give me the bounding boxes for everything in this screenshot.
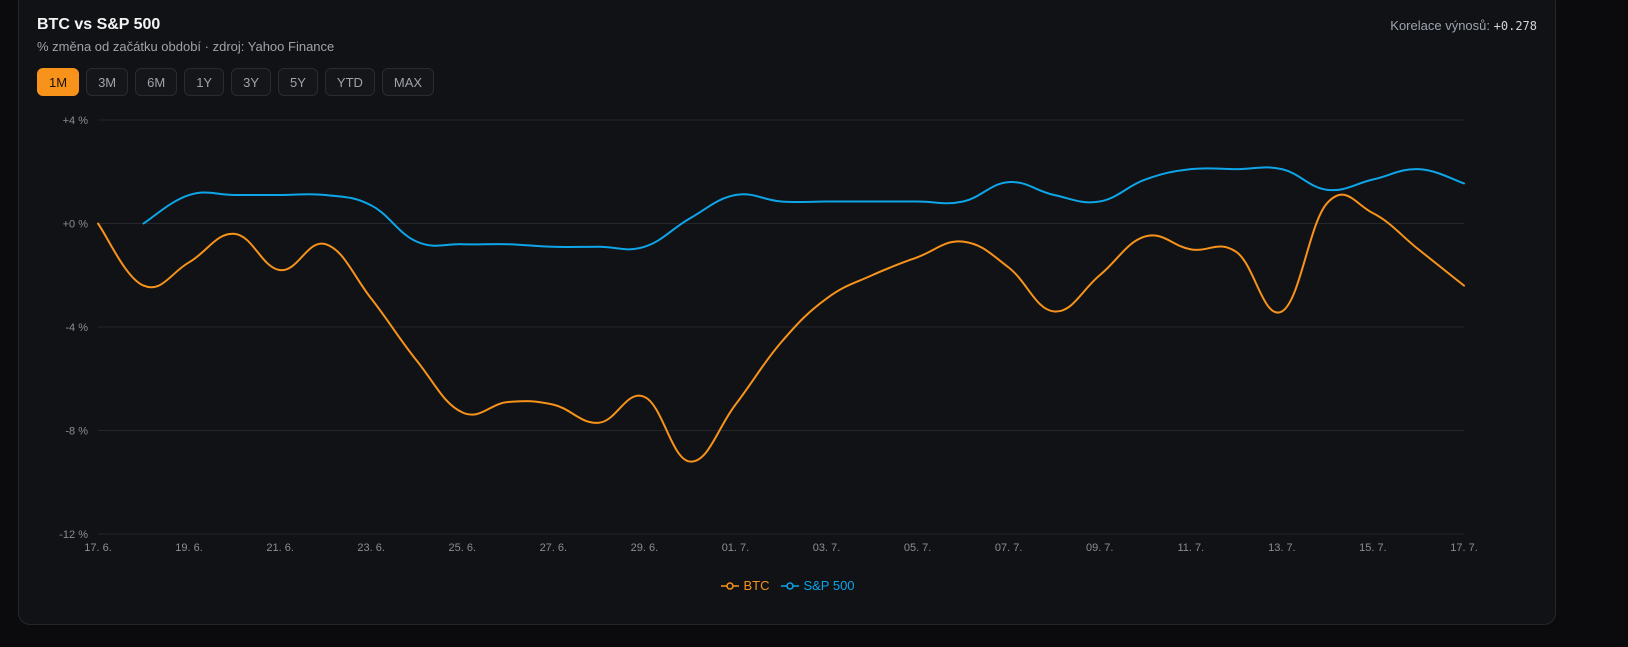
range-button-max[interactable]: MAX bbox=[381, 68, 435, 96]
x-tick-label: 23. 6. bbox=[357, 542, 385, 554]
x-tick-label: 03. 7. bbox=[813, 542, 841, 554]
chart-subtitle: % změna od začátku období · zdroj: Yahoo… bbox=[37, 39, 335, 54]
range-button-ytd[interactable]: YTD bbox=[324, 68, 375, 96]
legend-label-sp500: S&P 500 bbox=[803, 578, 855, 593]
x-tick-label: 11. 7. bbox=[1177, 542, 1204, 554]
y-tick-label: -12 % bbox=[59, 529, 88, 541]
x-tick-label: 21. 6. bbox=[266, 542, 294, 554]
chart-card: BTC vs S&P 500 % změna od začátku období… bbox=[18, 0, 1556, 625]
x-tick-label: 09. 7. bbox=[1086, 542, 1114, 554]
correlation-label: Korelace výnosů: bbox=[1390, 18, 1491, 33]
range-button-1y[interactable]: 1Y bbox=[184, 68, 225, 96]
btc-line bbox=[97, 193, 1465, 463]
legend-item-sp500[interactable]: S&P 500 bbox=[781, 578, 855, 593]
range-button-1m[interactable]: 1M bbox=[37, 68, 80, 96]
correlation-value: +0.278 bbox=[1493, 19, 1537, 33]
legend-btc-marker-icon bbox=[721, 581, 740, 590]
legend-item-btc[interactable]: BTC bbox=[721, 578, 769, 593]
x-tick-label: 13. 7. bbox=[1268, 542, 1296, 554]
x-tick-label: 25. 6. bbox=[449, 542, 477, 554]
y-tick-label: +4 % bbox=[63, 115, 89, 127]
legend-sp500-marker-icon bbox=[781, 581, 800, 590]
range-button-3m[interactable]: 3M bbox=[86, 68, 129, 96]
range-button-6m[interactable]: 6M bbox=[135, 68, 178, 96]
correlation-readout: Korelace výnosů: +0.278 bbox=[1390, 18, 1537, 33]
line-chart: +4 % +0 % -4 % -8 % -12 %17. 6. 19. 6. 21. 6. 2… bbox=[59, 115, 1478, 554]
y-tick-label: +0 % bbox=[63, 219, 89, 231]
x-tick-label: 15. 7. bbox=[1359, 542, 1387, 554]
range-selector: 1M 3M 6M 1Y 3Y 5Y YTD MAX bbox=[37, 68, 435, 96]
chart-title: BTC vs S&P 500 bbox=[37, 16, 161, 33]
y-tick-label: -8 % bbox=[65, 426, 88, 438]
y-tick-label: -4 % bbox=[65, 322, 88, 334]
x-tick-label: 27. 6. bbox=[540, 542, 568, 554]
x-tick-label: 19. 6. bbox=[175, 542, 203, 554]
chart-legend: BTC S&P 500 bbox=[19, 578, 1557, 593]
range-button-3y[interactable]: 3Y bbox=[231, 68, 271, 96]
range-button-5y[interactable]: 5Y bbox=[278, 68, 318, 96]
legend-label-btc: BTC bbox=[743, 578, 770, 593]
x-tick-label: 17. 7. bbox=[1450, 542, 1478, 554]
x-tick-label: 01. 7. bbox=[722, 542, 750, 554]
x-tick-label: 17. 6. bbox=[84, 542, 112, 554]
sp500-line bbox=[142, 166, 1465, 251]
x-tick-label: 07. 7. bbox=[995, 542, 1023, 554]
x-tick-label: 05. 7. bbox=[904, 542, 932, 554]
x-tick-label: 29. 6. bbox=[631, 542, 659, 554]
